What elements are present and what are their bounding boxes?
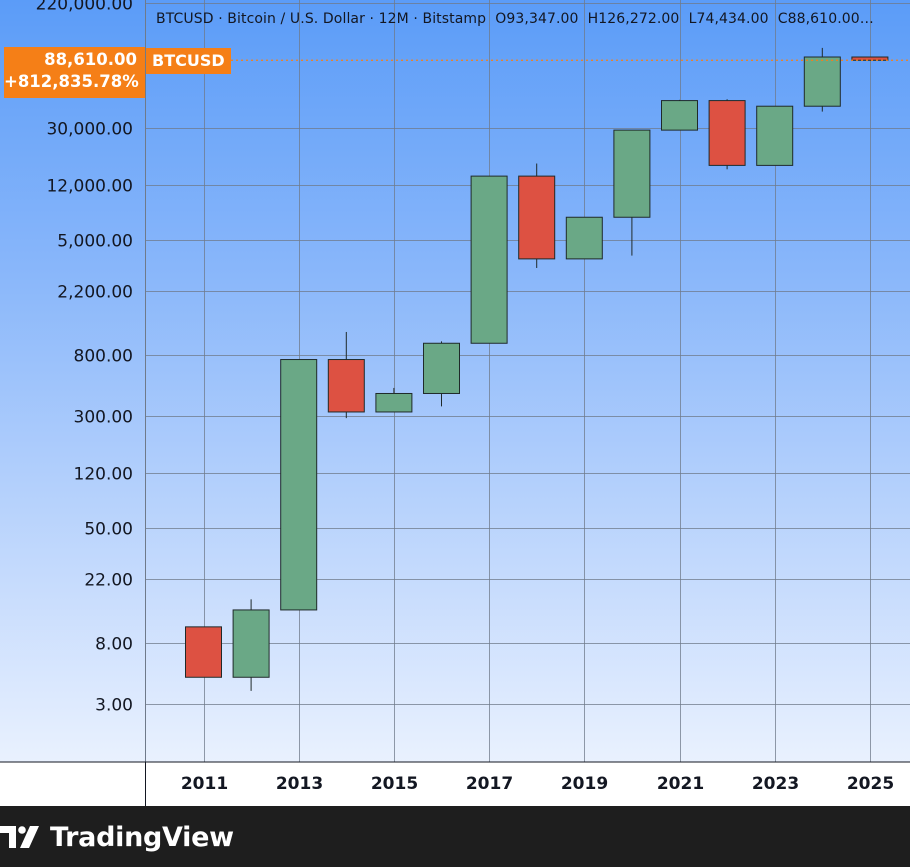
candle — [470, 175, 508, 344]
price-tick-label: 120.00 — [74, 465, 133, 485]
time-tick-label: 2023 — [752, 774, 799, 794]
legend-description: Bitcoin / U.S. Dollar — [227, 11, 365, 27]
last-price-tag: 88,610.00 +812,835.78% — [4, 47, 145, 98]
candles — [185, 47, 889, 691]
candle-body — [375, 392, 413, 413]
candle — [518, 163, 556, 268]
legend-low: L74,434.00 — [688, 11, 769, 27]
price-tick-label: 50.00 — [84, 520, 133, 540]
price-tick-label: 12,000.00 — [46, 177, 133, 197]
candle-body — [185, 626, 222, 678]
price-tick-label: 220,000.00 — [36, 0, 133, 15]
last-price-value: 88,610.00 — [44, 50, 137, 69]
price-axis: 220,000.00 30,000.00 12,000.00 5,000.00 2,20… — [36, 0, 133, 716]
time-tick-label: 2017 — [466, 774, 513, 794]
price-tick-label: 22.00 — [84, 571, 133, 591]
candle-body — [565, 216, 603, 260]
candle-body — [708, 100, 746, 166]
candle — [280, 359, 318, 611]
candle-body — [470, 175, 508, 344]
legend-high: H126,272.00 — [587, 11, 680, 27]
candle — [803, 47, 841, 112]
symbol-tag: BTCUSD — [146, 48, 231, 74]
price-change-percent: +812,835.78% — [4, 72, 139, 91]
price-chart[interactable]: 220,000.00 30,000.00 12,000.00 5,000.00 2,20… — [0, 0, 910, 806]
candle — [423, 341, 460, 407]
price-tick-label: 3.00 — [95, 696, 133, 716]
candle — [327, 331, 365, 419]
chart-grid — [145, 0, 910, 762]
candle-body — [327, 359, 365, 413]
legend-close: C88,610.00… — [777, 11, 874, 27]
footer-bar: TradingView — [0, 806, 910, 867]
candle-body — [756, 105, 794, 166]
price-tick-label: 8.00 — [95, 635, 133, 655]
candle — [375, 387, 413, 413]
price-tick-label: 300.00 — [74, 408, 133, 428]
candle-body — [851, 56, 889, 61]
price-tick-label: 30,000.00 — [46, 120, 133, 140]
tradingview-logo[interactable]: TradingView — [0, 820, 234, 854]
chart-legend: BTCUSD · Bitcoin / U.S. Dollar · 12M · B… — [156, 11, 874, 27]
price-tick-label: 2,200.00 — [57, 283, 133, 303]
candle-body — [803, 56, 841, 107]
time-tick-label: 2011 — [181, 774, 228, 794]
candle — [708, 99, 746, 170]
time-tick-label: 2021 — [657, 774, 704, 794]
legend-symbol: BTCUSD — [156, 11, 214, 27]
candle — [756, 105, 794, 166]
time-tick-label: 2015 — [371, 774, 418, 794]
candle-body — [613, 129, 651, 218]
candle — [232, 599, 270, 691]
tradingview-icon — [0, 826, 39, 848]
time-tick-label: 2025 — [847, 774, 894, 794]
legend-interval: 12M — [378, 11, 409, 27]
time-axis: 2011 2013 2015 2017 2019 2021 2023 2025 — [181, 774, 894, 794]
candle-body — [280, 359, 318, 611]
candle — [565, 216, 603, 260]
time-tick-label: 2013 — [276, 774, 323, 794]
brand-name: TradingView — [50, 821, 234, 853]
candle — [613, 129, 651, 256]
time-tick-label: 2019 — [561, 774, 608, 794]
legend-open: O93,347.00 — [495, 11, 579, 27]
candle — [661, 99, 698, 131]
candle — [851, 56, 889, 61]
price-tick-label: 800.00 — [74, 347, 133, 367]
candle-body — [661, 100, 698, 131]
price-tick-label: 5,000.00 — [57, 232, 133, 252]
legend-exchange: Bitstamp — [422, 11, 487, 27]
candle-body — [518, 175, 556, 260]
candle-body — [232, 609, 270, 678]
candle-body — [423, 342, 460, 394]
candle — [185, 626, 222, 678]
